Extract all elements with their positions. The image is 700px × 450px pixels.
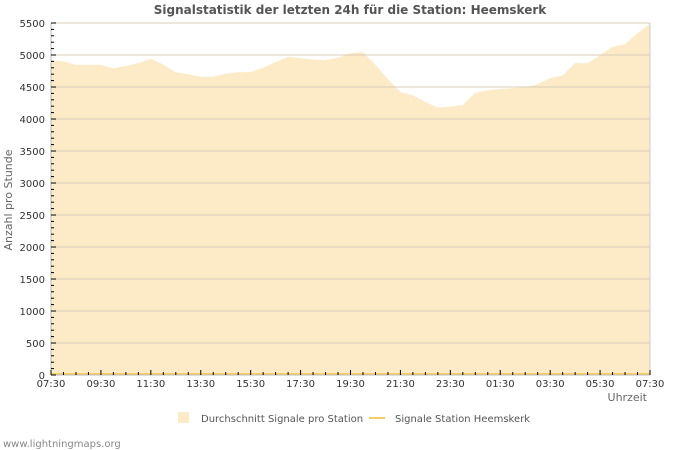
x-axis-label: Uhrzeit: [608, 391, 648, 404]
svg-text:2000: 2000: [20, 243, 45, 254]
svg-text:07:30: 07:30: [37, 379, 66, 390]
legend-label-station: Signale Station Heemskerk: [395, 414, 530, 425]
svg-text:11:30: 11:30: [136, 379, 165, 390]
x-axis-ticks: 07:30 09:30 11:30 13:30 15:30 17:30 19:30 21:30…: [37, 370, 665, 390]
svg-text:4500: 4500: [20, 83, 45, 94]
svg-text:01:30: 01:30: [486, 379, 515, 390]
svg-text:19:30: 19:30: [336, 379, 365, 390]
credit-link[interactable]: www.lightningmaps.org: [3, 439, 121, 450]
svg-text:05:30: 05:30: [586, 379, 615, 390]
svg-text:09:30: 09:30: [87, 379, 116, 390]
svg-text:15:30: 15:30: [236, 379, 265, 390]
svg-text:23:30: 23:30: [436, 379, 465, 390]
svg-text:2500: 2500: [20, 211, 45, 222]
legend-label-average: Durchschnitt Signale pro Station: [201, 414, 363, 425]
svg-text:3000: 3000: [20, 179, 45, 190]
legend: Durchschnitt Signale pro Station Signale…: [178, 412, 530, 425]
svg-text:3500: 3500: [20, 147, 45, 158]
y-axis-ticks: 0 500 1000 1500 2000 2500 3000 3500 4000 4500 5000…: [20, 19, 56, 382]
gridlines: [51, 22, 650, 344]
svg-text:21:30: 21:30: [386, 379, 415, 390]
svg-text:0: 0: [39, 371, 45, 382]
svg-text:07:30: 07:30: [636, 379, 665, 390]
average-signals-area: [51, 23, 650, 375]
y-axis-label: Anzahl pro Stunde: [2, 149, 15, 250]
svg-text:5000: 5000: [20, 51, 45, 62]
svg-text:1500: 1500: [20, 275, 45, 286]
svg-text:5500: 5500: [20, 19, 45, 30]
svg-text:17:30: 17:30: [286, 379, 315, 390]
legend-swatch-average: [178, 412, 189, 423]
svg-text:1000: 1000: [20, 307, 45, 318]
svg-text:4000: 4000: [20, 115, 45, 126]
svg-text:13:30: 13:30: [186, 379, 215, 390]
chart-title: Signalstatistik der letzten 24h für die …: [154, 3, 548, 17]
svg-text:03:30: 03:30: [536, 379, 565, 390]
svg-text:500: 500: [26, 339, 45, 350]
